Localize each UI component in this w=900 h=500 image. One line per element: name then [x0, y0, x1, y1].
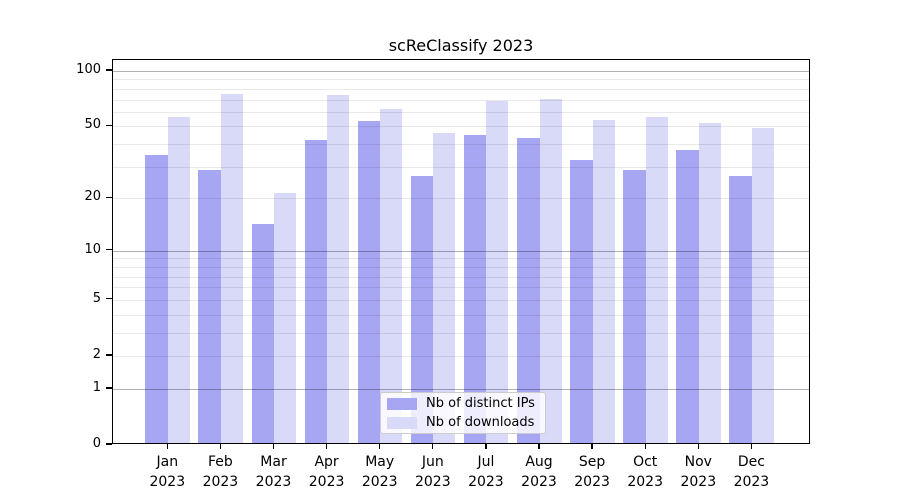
bar-distinct-ips-feb: [198, 170, 221, 443]
x-tick-label-oct: Oct 2023: [627, 454, 663, 490]
y-tick-label-1: 1: [92, 379, 101, 395]
x-tick-mark-dec: [750, 444, 753, 449]
x-tick-mark-jan: [166, 444, 168, 449]
minor-gridline-6: [113, 287, 809, 289]
y-tick-label-5: 5: [92, 290, 101, 306]
minor-gridline-90: [113, 79, 809, 81]
y-tick-mark-0: [106, 443, 112, 445]
y-tick-label-0: 0: [92, 436, 101, 451]
minor-gridline-8: [113, 266, 809, 268]
bar-downloads-jan: [167, 116, 190, 443]
legend-item-distinct-ips: Nb of distinct IPs: [387, 396, 539, 411]
x-tick-mark-mar: [272, 444, 275, 449]
bar-downloads-mar: [274, 192, 296, 443]
y-tick-label-20: 20: [84, 189, 101, 205]
y-tick-mark-20: [106, 196, 112, 198]
bar-downloads-apr: [327, 95, 350, 443]
y-tick-label-100: 100: [76, 61, 101, 77]
x-tick-label-jan: Jan 2023: [149, 454, 186, 490]
legend: Nb of distinct IPs Nb of downloads: [380, 392, 546, 434]
x-tick-mark-feb: [219, 444, 222, 449]
legend-swatch-distinct-ips: [387, 397, 417, 410]
minor-gridline-2: [113, 356, 809, 357]
legend-label-downloads: Nb of downloads: [426, 415, 535, 430]
bar-downloads-feb: [220, 94, 243, 443]
x-tick-mark-oct: [644, 444, 646, 449]
x-tick-mark-aug: [538, 444, 540, 449]
y-tick-label-50: 50: [84, 117, 101, 133]
x-tick-label-feb: Feb 2023: [202, 454, 239, 490]
plot-area: [112, 59, 810, 444]
x-tick-label-apr: Apr 2023: [308, 454, 345, 490]
x-tick-mark-jun: [432, 444, 434, 449]
legend-item-downloads: Nb of downloads: [387, 415, 539, 430]
bar-distinct-ips-mar: [251, 223, 274, 443]
bar-distinct-ips-apr: [304, 140, 328, 443]
minor-gridline-50: [113, 126, 809, 128]
bar-distinct-ips-sep: [570, 159, 593, 443]
x-tick-label-aug: Aug 2023: [521, 454, 557, 490]
minor-gridline-30: [113, 166, 809, 168]
y-tick-mark-1: [106, 387, 112, 389]
x-tick-label-nov: Nov 2023: [680, 454, 717, 490]
legend-swatch-downloads: [387, 416, 417, 429]
minor-gridline-7: [113, 276, 809, 278]
y-tick-mark-2: [106, 354, 112, 356]
x-tick-label-jul: Jul 2023: [468, 454, 504, 490]
bar-downloads-oct: [645, 116, 668, 443]
minor-gridline-20: [113, 198, 809, 200]
x-tick-mark-jul: [485, 444, 487, 449]
bar-downloads-dec: [751, 127, 774, 443]
minor-gridline-40: [113, 144, 809, 146]
x-tick-mark-may: [379, 444, 381, 449]
minor-gridline-60: [113, 111, 809, 113]
x-tick-label-sep: Sep 2023: [574, 454, 610, 490]
minor-gridline-5: [113, 299, 809, 301]
bar-distinct-ips-aug: [517, 138, 540, 443]
x-tick-mark-nov: [697, 444, 699, 449]
y-tick-mark-50: [106, 124, 112, 127]
bar-downloads-aug: [539, 98, 562, 443]
x-tick-label-mar: Mar 2023: [255, 454, 292, 490]
x-tick-label-jun: Jun 2023: [414, 454, 451, 490]
bar-downloads-jun: [433, 132, 456, 443]
legend-label-distinct-ips: Nb of distinct IPs: [426, 396, 535, 411]
bar-downloads-jul: [486, 101, 509, 443]
y-tick-mark-10: [106, 248, 112, 251]
bar-distinct-ips-jul: [463, 134, 487, 443]
x-tick-mark-sep: [591, 444, 593, 449]
bar-downloads-nov: [698, 122, 721, 443]
major-gridline-10: [113, 250, 809, 252]
y-tick-label-10: 10: [84, 241, 101, 257]
y-tick-mark-5: [106, 298, 112, 300]
bar-distinct-ips-jun: [410, 175, 434, 443]
y-tick-mark-100: [106, 69, 112, 71]
minor-gridline-80: [113, 88, 809, 90]
minor-gridline-4: [113, 314, 809, 316]
bar-distinct-ips-jan: [145, 154, 168, 443]
y-tick-label-2: 2: [92, 346, 101, 362]
minor-gridline-3: [113, 332, 809, 334]
bar-downloads-sep: [592, 119, 615, 443]
bar-distinct-ips-nov: [676, 150, 699, 443]
bar-distinct-ips-dec: [729, 175, 752, 443]
bar-distinct-ips-oct: [623, 170, 646, 443]
x-tick-mark-apr: [325, 444, 328, 449]
bar-distinct-ips-may: [357, 121, 381, 443]
major-gridline-100: [113, 71, 809, 72]
chart-title: scReClassify 2023: [388, 36, 534, 55]
major-gridline-1: [113, 388, 809, 390]
bar-downloads-may: [380, 108, 403, 443]
minor-gridline-70: [113, 99, 809, 101]
minor-gridline-9: [113, 258, 809, 260]
x-tick-label-may: May 2023: [361, 454, 398, 490]
x-tick-label-dec: Dec 2023: [733, 454, 770, 490]
